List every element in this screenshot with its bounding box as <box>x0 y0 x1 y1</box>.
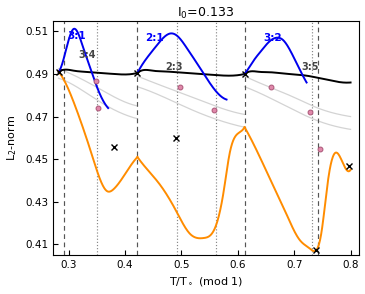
Y-axis label: L$_2$-norm: L$_2$-norm <box>5 115 19 161</box>
Text: 3:2: 3:2 <box>263 33 282 43</box>
Text: 3:4: 3:4 <box>79 50 96 60</box>
Title: I$_0$=0.133: I$_0$=0.133 <box>177 6 234 21</box>
Text: 3:5: 3:5 <box>301 62 319 72</box>
Text: 3:1: 3:1 <box>68 31 86 41</box>
Text: 2:1: 2:1 <box>145 33 164 43</box>
X-axis label: T/T$_\circ$ (mod 1): T/T$_\circ$ (mod 1) <box>169 275 243 288</box>
Text: 2:3: 2:3 <box>166 62 183 72</box>
